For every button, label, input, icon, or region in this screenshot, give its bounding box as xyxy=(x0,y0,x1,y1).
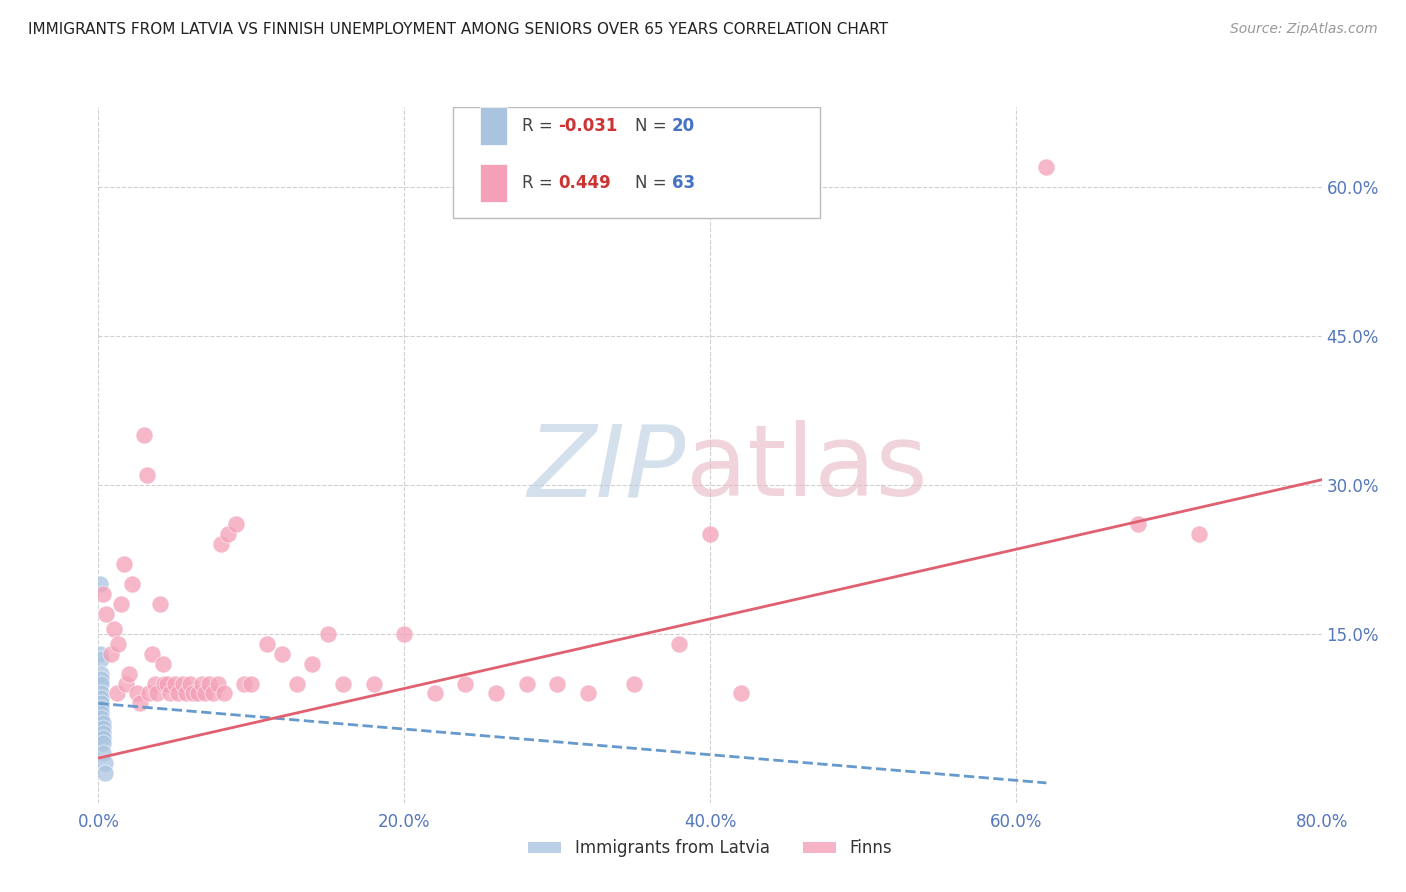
Point xyxy=(100,647,122,661)
Point xyxy=(217,527,239,541)
Point xyxy=(207,676,229,690)
Point xyxy=(93,756,115,770)
Point xyxy=(90,691,112,706)
Point xyxy=(256,637,278,651)
Point xyxy=(145,686,167,700)
Point xyxy=(103,622,125,636)
Point xyxy=(90,701,112,715)
Point xyxy=(90,686,112,700)
Legend: Immigrants from Latvia, Finns: Immigrants from Latvia, Finns xyxy=(522,833,898,864)
Point xyxy=(90,676,112,690)
Point xyxy=(159,686,181,700)
Point xyxy=(90,706,112,721)
Point xyxy=(174,686,197,700)
Point xyxy=(167,686,190,700)
Point xyxy=(138,686,160,700)
Point xyxy=(163,676,186,690)
Point xyxy=(240,676,263,690)
Point xyxy=(90,666,112,681)
Point xyxy=(668,637,690,651)
Point xyxy=(115,676,138,690)
Text: IMMIGRANTS FROM LATVIA VS FINNISH UNEMPLOYMENT AMONG SENIORS OVER 65 YEARS CORRE: IMMIGRANTS FROM LATVIA VS FINNISH UNEMPL… xyxy=(28,22,889,37)
Point xyxy=(699,527,721,541)
Point xyxy=(172,676,194,690)
Point xyxy=(141,647,163,661)
Text: N =: N = xyxy=(636,174,672,192)
FancyBboxPatch shape xyxy=(453,107,820,219)
Point xyxy=(232,676,254,690)
Point xyxy=(118,666,141,681)
Text: Source: ZipAtlas.com: Source: ZipAtlas.com xyxy=(1230,22,1378,37)
Point xyxy=(392,627,416,641)
Text: atlas: atlas xyxy=(686,420,927,517)
Point xyxy=(332,676,354,690)
Point xyxy=(181,686,204,700)
Point xyxy=(91,731,114,746)
Point xyxy=(136,467,159,482)
Point xyxy=(89,577,111,591)
Point xyxy=(191,676,214,690)
Point xyxy=(363,676,385,690)
Point xyxy=(179,676,201,690)
Point xyxy=(153,676,176,690)
Text: 0.449: 0.449 xyxy=(558,174,612,192)
Point xyxy=(546,676,568,690)
Point xyxy=(225,517,247,532)
Point xyxy=(209,537,232,551)
Text: R =: R = xyxy=(522,117,558,136)
Point xyxy=(91,721,114,735)
Point xyxy=(91,716,114,731)
Point xyxy=(90,651,112,665)
Point xyxy=(212,686,235,700)
Point xyxy=(194,686,217,700)
Point xyxy=(485,686,508,700)
Point xyxy=(128,697,150,711)
Point xyxy=(121,577,143,591)
Point xyxy=(516,676,538,690)
FancyBboxPatch shape xyxy=(479,107,508,145)
Point xyxy=(576,686,599,700)
Point xyxy=(423,686,446,700)
Point xyxy=(1128,517,1150,532)
Point xyxy=(454,676,477,690)
FancyBboxPatch shape xyxy=(479,164,508,202)
Point xyxy=(301,657,323,671)
Text: R =: R = xyxy=(522,174,558,192)
Point xyxy=(90,711,112,725)
Text: 20: 20 xyxy=(672,117,695,136)
Point xyxy=(152,657,174,671)
Point xyxy=(143,676,166,690)
Point xyxy=(187,686,209,700)
Point xyxy=(134,428,156,442)
Point xyxy=(149,597,172,611)
Point xyxy=(90,672,112,686)
Point xyxy=(623,676,645,690)
Point xyxy=(91,726,114,740)
Point xyxy=(110,597,132,611)
Point xyxy=(93,766,115,780)
Point xyxy=(730,686,752,700)
Point xyxy=(125,686,148,700)
Point xyxy=(202,686,225,700)
Point xyxy=(316,627,339,641)
Text: ZIP: ZIP xyxy=(527,420,686,517)
Point xyxy=(270,647,292,661)
Point xyxy=(156,676,179,690)
Text: 63: 63 xyxy=(672,174,695,192)
Point xyxy=(285,676,308,690)
Point xyxy=(91,587,114,601)
Point xyxy=(107,637,129,651)
Point xyxy=(1035,160,1057,174)
Point xyxy=(89,647,111,661)
Point xyxy=(90,697,112,711)
Point xyxy=(112,558,135,572)
Point xyxy=(91,736,114,750)
Point xyxy=(105,686,128,700)
Text: N =: N = xyxy=(636,117,672,136)
Point xyxy=(1188,527,1211,541)
Text: -0.031: -0.031 xyxy=(558,117,617,136)
Point xyxy=(197,676,219,690)
Point xyxy=(91,746,114,760)
Point xyxy=(94,607,117,621)
